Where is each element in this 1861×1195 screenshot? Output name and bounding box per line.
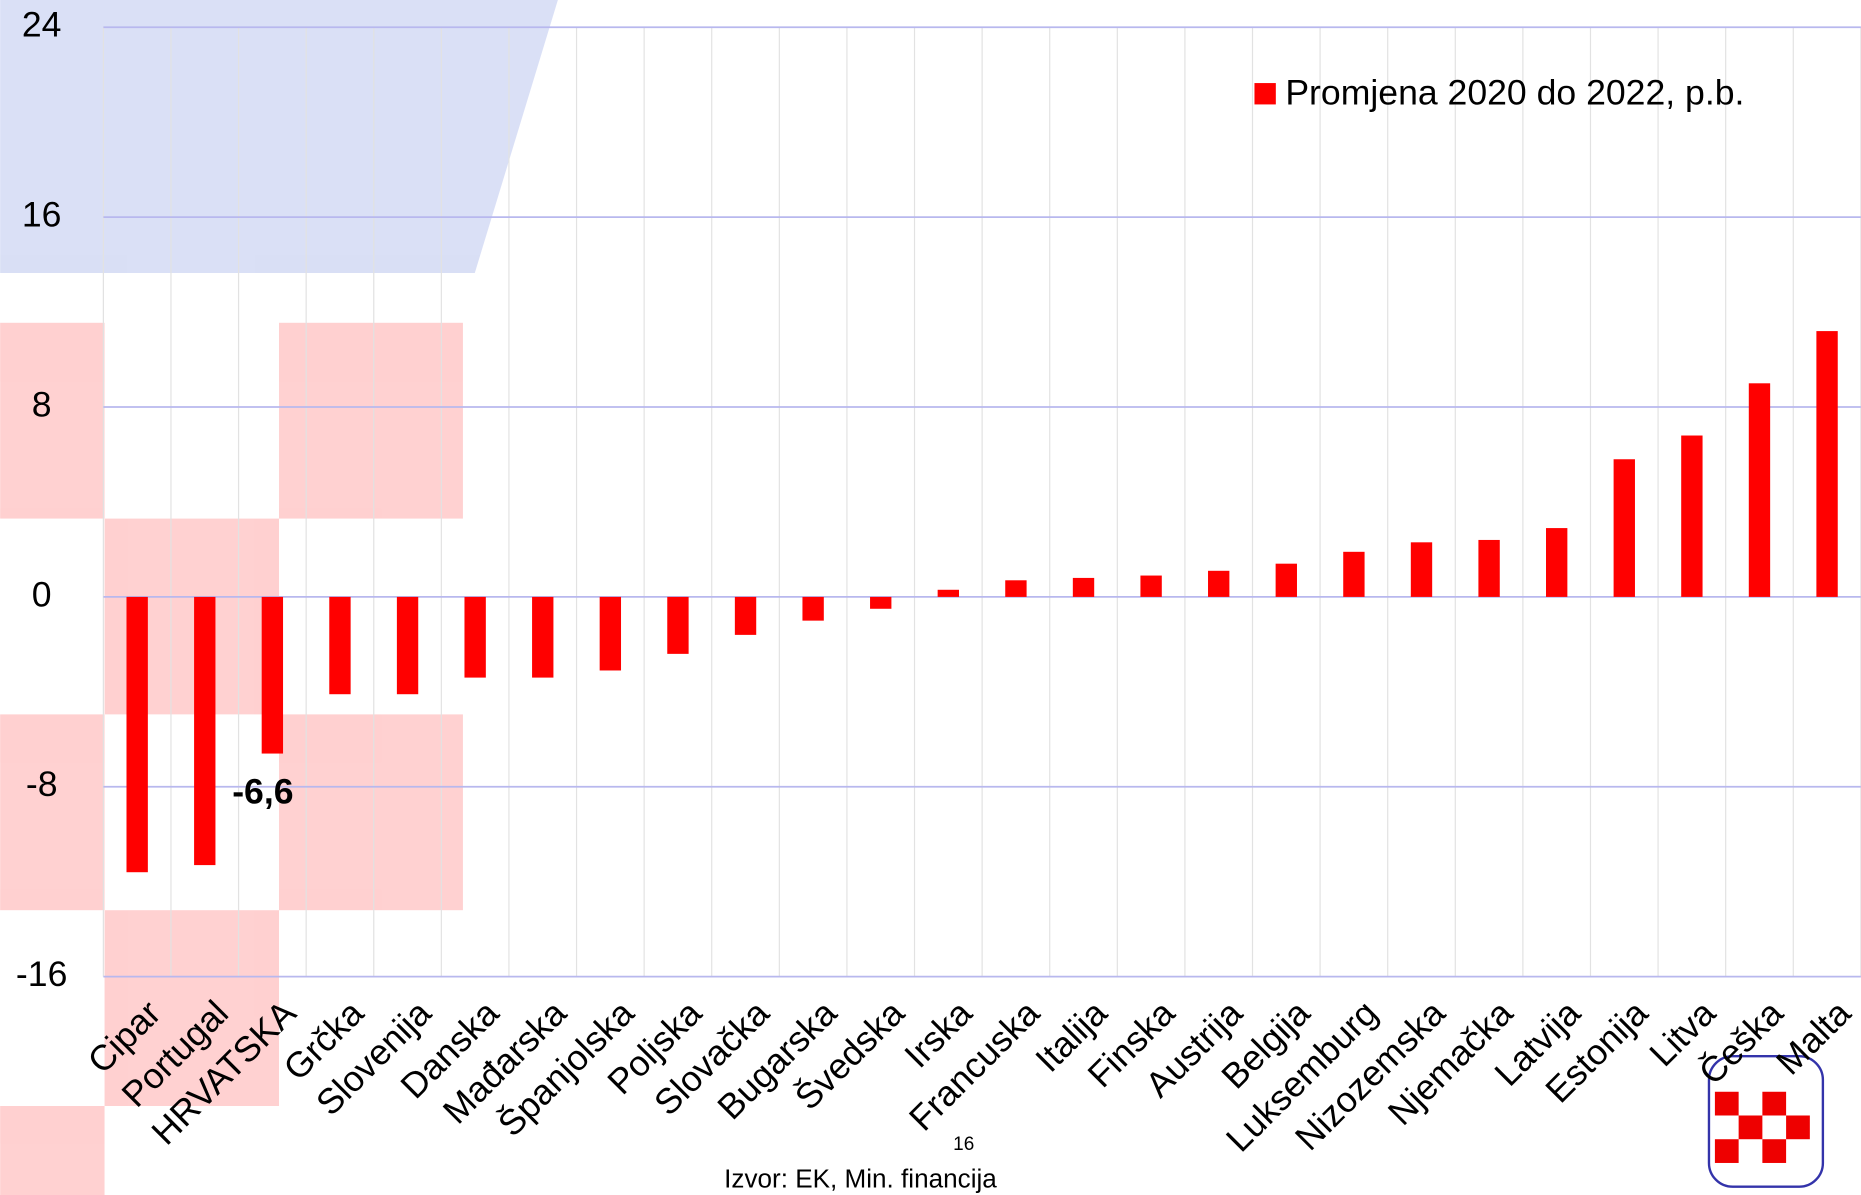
legend-swatch [1254,83,1276,105]
bar [1816,331,1838,597]
y-tick-label: 0 [32,574,52,614]
bar [667,596,689,654]
bar [1613,459,1635,597]
flag-icon [1707,1054,1825,1188]
bar [1275,563,1297,597]
bar [1681,435,1703,597]
y-tick-label: -16 [16,954,67,994]
y-tick-label: -8 [26,764,58,804]
bar [734,596,757,635]
bar [194,596,216,866]
legend-label: Promjena 2020 do 2022, p.b. [1285,72,1744,112]
bar [261,596,284,754]
bar [1748,383,1771,597]
background-decoration [0,0,558,1195]
bar [802,596,824,621]
page-number: 16 [953,1134,974,1155]
bar [464,596,486,678]
bar [1343,551,1365,597]
y-tick-label: 8 [32,384,52,424]
bar [532,596,554,678]
bar [1546,528,1568,597]
source-note: Izvor: EK, Min. financija [724,1164,997,1194]
bar [1072,577,1095,597]
bar [1410,542,1433,597]
bar [126,596,148,873]
bar [937,589,960,597]
bar [870,596,892,609]
bar [1208,570,1230,597]
bar [329,596,351,695]
bar [599,596,622,671]
data-label: -6,6 [232,771,293,811]
bar [396,596,419,695]
bar [1005,580,1027,597]
y-tick-label: 16 [22,195,62,235]
bar [1140,575,1162,597]
bar [1478,539,1500,597]
y-tick-label: 24 [22,5,62,45]
